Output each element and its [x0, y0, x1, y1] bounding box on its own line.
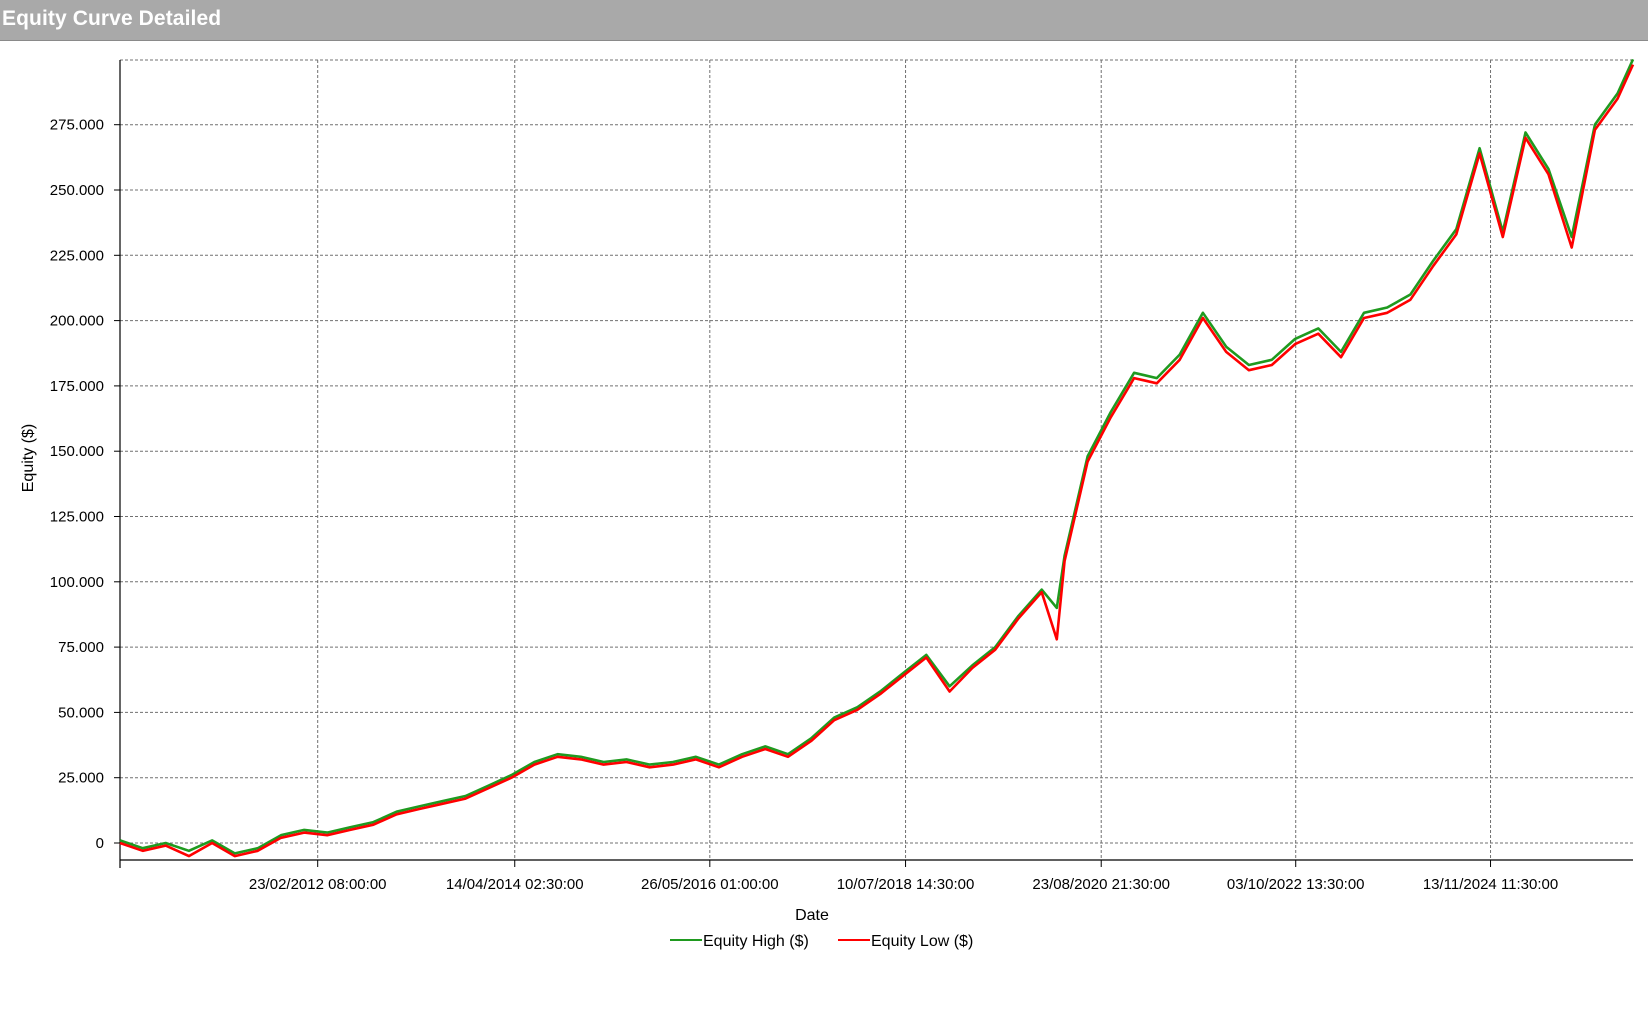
- x-tick-label: 14/04/2014 02:30:00: [446, 876, 584, 893]
- y-tick-label: 0: [96, 835, 104, 852]
- legend: Equity High ($) Equity Low ($): [670, 933, 973, 950]
- y-tick-label: 25.000: [58, 770, 104, 787]
- x-tick-label: 23/08/2020 21:30:00: [1032, 876, 1170, 893]
- x-tick-label: 10/07/2018 14:30:00: [837, 876, 975, 893]
- y-tick-label: 225.000: [50, 247, 104, 264]
- y-tick-label: 100.000: [50, 574, 104, 591]
- y-tick-label: 150.000: [50, 443, 104, 460]
- grid-layer: [120, 59, 1633, 860]
- y-tick-label: 250.000: [50, 182, 104, 199]
- window-title: Equity Curve Detailed: [2, 7, 222, 30]
- chart-container: 0 25.000 50.000 75.000 100.000 125.000 150.000…: [0, 40, 1648, 1006]
- y-tick-label: 75.000: [58, 639, 104, 656]
- y-tick-label: 175.000: [50, 378, 104, 395]
- y-tick-label: 50.000: [58, 704, 104, 721]
- legend-label-equity-low: Equity Low ($): [871, 933, 973, 950]
- y-tick-label: 200.000: [50, 313, 104, 330]
- legend-label-equity-high: Equity High ($): [703, 933, 809, 950]
- y-tick-label: 275.000: [50, 117, 104, 134]
- x-axis-label: Date: [795, 907, 829, 924]
- x-tick-label: 23/02/2012 08:00:00: [249, 876, 387, 893]
- x-tick-label: 03/10/2022 13:30:00: [1227, 876, 1365, 893]
- axis-layer: 0 25.000 50.000 75.000 100.000 125.000 150.000…: [50, 60, 1633, 893]
- y-tick-label: 125.000: [50, 509, 104, 526]
- window-titlebar: Equity Curve Detailed: [0, 0, 1648, 41]
- x-tick-label: 26/05/2016 01:00:00: [641, 876, 779, 893]
- x-tick-label: 13/11/2024 11:30:00: [1423, 876, 1558, 893]
- series-layer: [119, 58, 1635, 858]
- series-line-equity-high: [119, 58, 1635, 855]
- series-line-equity-low: [119, 64, 1635, 858]
- equity-chart: 0 25.000 50.000 75.000 100.000 125.000 150.000…: [20, 58, 1635, 950]
- y-axis-label: Equity ($): [20, 424, 37, 492]
